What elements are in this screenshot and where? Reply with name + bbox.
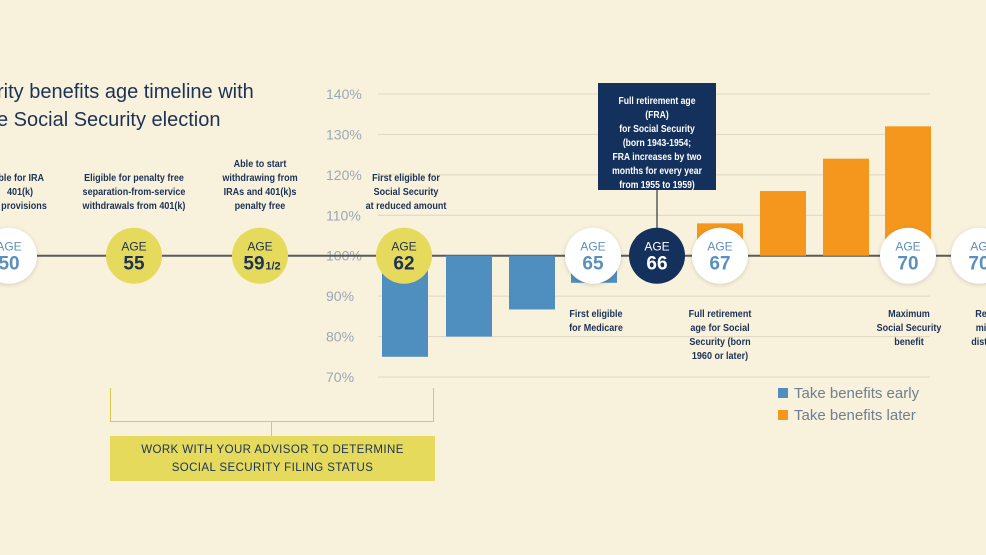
note-age-62: First eligible for Social Security at re… bbox=[346, 171, 466, 213]
note-age-62-line-1: First eligible for bbox=[372, 172, 440, 184]
note-age-55-line-2: separation-from-service bbox=[82, 186, 186, 198]
note-age-59-line-3: IRAs and 401(k)s bbox=[223, 186, 297, 198]
note-age-62-line-2: Social Security bbox=[373, 186, 439, 198]
note-age-70-cut-line-2: mi bbox=[975, 322, 986, 334]
note-age-70-cut-line-1: Re bbox=[975, 308, 986, 320]
fra-callout-box: Full retirement age (FRA) for Social Sec… bbox=[598, 83, 716, 191]
y-tick-label: 110% bbox=[326, 207, 361, 223]
note-age-62-line-3: at reduced amount bbox=[365, 200, 447, 212]
age-circle-70 bbox=[951, 227, 986, 284]
age-circle-fraction: 1/2 bbox=[265, 261, 280, 273]
age-circle-55 bbox=[106, 227, 162, 284]
fra-line-4: FRA increases by two bbox=[612, 152, 702, 163]
title-line-1: rity benefits age timeline with bbox=[0, 81, 254, 103]
age-circle-value: 66 bbox=[646, 254, 667, 275]
note-age-67-line-1: Full retirement bbox=[688, 308, 752, 320]
note-age-70-cut-line-3: distr bbox=[971, 336, 986, 348]
note-age-59-line-1: Able to start bbox=[233, 158, 287, 170]
advisor-bracket-stem bbox=[271, 422, 272, 436]
note-age-50: ible for IRA 401(k) p provisions bbox=[0, 171, 80, 213]
age-circle-value: 62 bbox=[393, 254, 414, 275]
note-age-65-line-1: First eligible bbox=[569, 308, 623, 320]
age-circle-label: AG bbox=[970, 240, 986, 254]
age-circle-value: 55 bbox=[123, 254, 145, 275]
age-circle-value: 67 bbox=[709, 254, 730, 275]
note-age-50-line-3: p provisions bbox=[0, 200, 47, 212]
age-circle-label: AGE bbox=[247, 240, 272, 254]
note-age-59: Able to start withdrawing from IRAs and … bbox=[200, 157, 320, 213]
title-line-2: e Social Security election bbox=[0, 109, 221, 131]
age-circle-value: 59 bbox=[243, 254, 264, 275]
age-circle-label: AGE bbox=[644, 240, 669, 254]
note-age-70: Maximum Social Security benefit bbox=[849, 307, 969, 349]
fra-line-3: (born 1943-1954; bbox=[622, 138, 692, 149]
advisor-bracket bbox=[110, 388, 434, 422]
fra-line-5: months for every year bbox=[612, 166, 702, 177]
chart-title: rity benefits age timeline with e Social… bbox=[0, 78, 254, 134]
fra-line-6: from 1955 to 1959) bbox=[619, 180, 695, 191]
advisor-line-2: SOCIAL SECURITY FILING STATUS bbox=[171, 462, 374, 474]
legend-item-early: Take benefits early bbox=[778, 382, 919, 404]
y-tick-label: 120% bbox=[326, 167, 362, 183]
age-circle-label: AGE bbox=[391, 240, 416, 254]
note-age-65-line-2: for Medicare bbox=[569, 322, 623, 334]
bar-early-age-64 bbox=[509, 255, 555, 310]
age-circle-59 bbox=[232, 227, 288, 284]
age-circle-value: 50 bbox=[0, 254, 20, 275]
legend-swatch-early bbox=[778, 388, 788, 398]
age-circle-value: 65 bbox=[582, 254, 604, 275]
note-age-70-line-1: Maximum bbox=[888, 308, 930, 320]
age-circle-66 bbox=[629, 227, 685, 284]
age-circle-label: AGE bbox=[121, 240, 146, 254]
y-tick-label: 90% bbox=[326, 288, 354, 304]
legend-item-later: Take benefits later bbox=[778, 404, 919, 426]
note-age-55-line-1: Eligible for penalty free bbox=[84, 172, 184, 184]
legend-label-later: Take benefits later bbox=[794, 406, 916, 424]
note-age-59-line-4: penalty free bbox=[234, 200, 286, 212]
note-age-67-line-4: 1960 or later) bbox=[691, 350, 749, 362]
age-circle-value: 70 bbox=[968, 254, 986, 275]
y-tick-label: 80% bbox=[326, 329, 354, 345]
fra-line-1: Full retirement age (FRA) bbox=[618, 96, 696, 121]
legend-label-early: Take benefits early bbox=[794, 384, 920, 402]
note-age-67: Full retirement age for Social Security … bbox=[660, 307, 780, 363]
note-age-70-line-2: Social Security bbox=[876, 322, 942, 334]
age-circle-62 bbox=[376, 227, 432, 284]
age-circle-65 bbox=[565, 227, 621, 284]
bar-later-age-69 bbox=[823, 158, 869, 256]
note-age-50-line-2: 401(k) bbox=[6, 186, 34, 198]
age-circle-50 bbox=[0, 227, 37, 284]
age-circle-label: AGE bbox=[895, 240, 920, 254]
fra-line-2: for Social Security bbox=[619, 124, 695, 135]
legend-swatch-later bbox=[778, 410, 788, 420]
age-circle-value: 70 bbox=[897, 254, 918, 275]
advisor-callout-box: WORK WITH YOUR ADVISOR TO DETERMINE SOCI… bbox=[110, 436, 435, 481]
age-circle-67 bbox=[692, 227, 748, 284]
bar-early-age-63 bbox=[446, 255, 492, 337]
age-circle-label: AGE bbox=[707, 240, 732, 254]
note-age-70-line-3: benefit bbox=[894, 336, 924, 348]
y-tick-label: 140% bbox=[326, 86, 362, 102]
note-age-59-line-2: withdrawing from bbox=[222, 172, 298, 184]
note-age-65: First eligible for Medicare bbox=[536, 307, 656, 335]
note-age-55-line-3: withdrawals from 401(k) bbox=[82, 200, 186, 212]
advisor-line-1: WORK WITH YOUR ADVISOR TO DETERMINE bbox=[141, 444, 404, 456]
note-age-50-line-1: ible for IRA bbox=[0, 172, 45, 184]
note-age-55: Eligible for penalty free separation-fro… bbox=[74, 171, 194, 213]
note-age-70-cut: Re mi distr bbox=[921, 307, 986, 349]
note-age-67-line-3: Security (born bbox=[689, 336, 751, 348]
age-circle-label: AGE bbox=[580, 240, 605, 254]
age-circle-70 bbox=[880, 227, 936, 284]
y-tick-label: 70% bbox=[326, 369, 354, 385]
y-tick-label: 130% bbox=[326, 126, 362, 142]
age-circle-label: AGE bbox=[0, 240, 22, 254]
chart-legend: Take benefits early Take benefits later bbox=[778, 382, 919, 426]
bar-later-age-68 bbox=[760, 191, 806, 256]
note-age-67-line-2: age for Social bbox=[690, 322, 750, 334]
